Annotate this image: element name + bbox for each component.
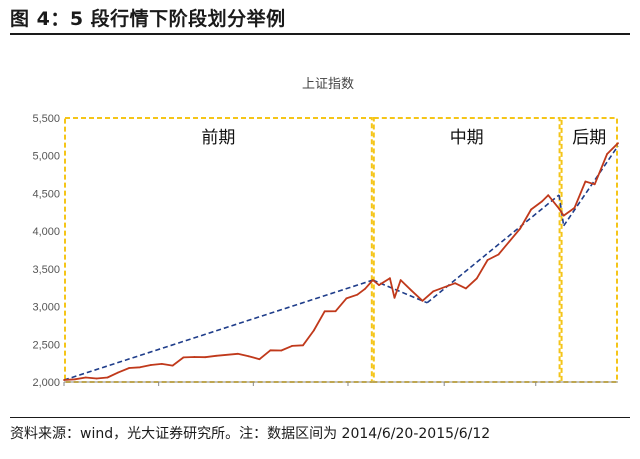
axes: 2,000 2,500 3,000 3,500 4,000 4,500 5,000 5,500… (32, 113, 618, 389)
data-point (410, 289, 413, 292)
y-tick-label: 3,000 (32, 302, 60, 314)
trend-line (63, 279, 374, 381)
phase-label: 中期 (450, 128, 484, 147)
phase-box (372, 117, 561, 383)
data-point (356, 293, 359, 296)
data-point (508, 240, 511, 243)
data-point (562, 214, 565, 217)
data-point (519, 227, 522, 230)
data-point (378, 284, 380, 286)
data-point (117, 371, 120, 374)
data-point (454, 282, 456, 285)
data-point (393, 296, 396, 299)
data-point (84, 376, 87, 379)
phase-label: 后期 (572, 128, 606, 147)
data-point (74, 378, 76, 381)
data-point (364, 287, 366, 290)
y-tick-label: 3,500 (32, 264, 60, 276)
y-tick-label: 5,500 (32, 113, 60, 125)
data-point (193, 356, 196, 358)
data-point (399, 279, 402, 281)
source-note: 资料来源：wind，光大证券研究所。注：数据区间为 2014/6/20-2015… (10, 426, 491, 442)
data-point (421, 299, 424, 302)
data-point (573, 207, 576, 209)
phase-label: 前期 (201, 128, 235, 147)
data-point (63, 379, 65, 381)
data-point (617, 142, 619, 145)
data-point (280, 349, 283, 352)
phase-box (64, 117, 373, 383)
data-point (128, 367, 131, 369)
data-point (302, 344, 304, 347)
data-point (584, 180, 587, 183)
title-rule (10, 33, 630, 35)
data-point (312, 329, 315, 332)
data-point (291, 345, 293, 347)
data-point (389, 277, 391, 280)
data-point (139, 366, 141, 369)
data-point (150, 364, 152, 366)
data-point (606, 153, 608, 155)
data-point (334, 310, 337, 313)
data-point (95, 377, 98, 380)
data-point (475, 277, 478, 280)
data-point (236, 352, 239, 355)
y-tick-label: 2,000 (32, 377, 60, 389)
data-point (558, 207, 560, 210)
data-point (547, 194, 550, 197)
source-rule (10, 417, 630, 418)
data-point (371, 279, 374, 281)
data-point (541, 200, 543, 203)
data-point (497, 253, 500, 256)
data-point (215, 354, 218, 357)
data-point (258, 358, 261, 361)
y-tick-label: 5,000 (32, 151, 60, 163)
data-point (171, 364, 174, 367)
data-point (345, 297, 348, 300)
series-line (63, 142, 619, 381)
data-point (486, 259, 489, 261)
data-point (432, 290, 435, 293)
data-point (269, 349, 272, 352)
series-lines (63, 142, 619, 381)
data-point (106, 376, 109, 379)
trend-lines (63, 145, 619, 381)
data-point (160, 363, 163, 365)
data-point (593, 183, 596, 186)
data-point (323, 310, 326, 313)
line-chart: 上证指数 前期 中期 后期 2,000 2,500 3,000 3,500 4,000 4,5… (32, 76, 619, 389)
trend-line (563, 145, 619, 227)
phase-box (560, 117, 619, 383)
trend-line (558, 194, 565, 226)
data-point (465, 287, 467, 290)
phase-boxes: 前期 中期 后期 (64, 117, 619, 383)
y-tick-label: 4,000 (32, 226, 60, 238)
y-tick-label: 4,500 (32, 188, 60, 200)
chart-title: 上证指数 (302, 76, 354, 91)
data-point (247, 355, 250, 358)
figure-title: 图 4：5 段行情下阶段划分举例 (10, 8, 286, 30)
data-point (204, 356, 207, 359)
data-point (182, 356, 185, 359)
y-tick-label: 2,500 (32, 339, 60, 351)
data-point (530, 208, 532, 211)
